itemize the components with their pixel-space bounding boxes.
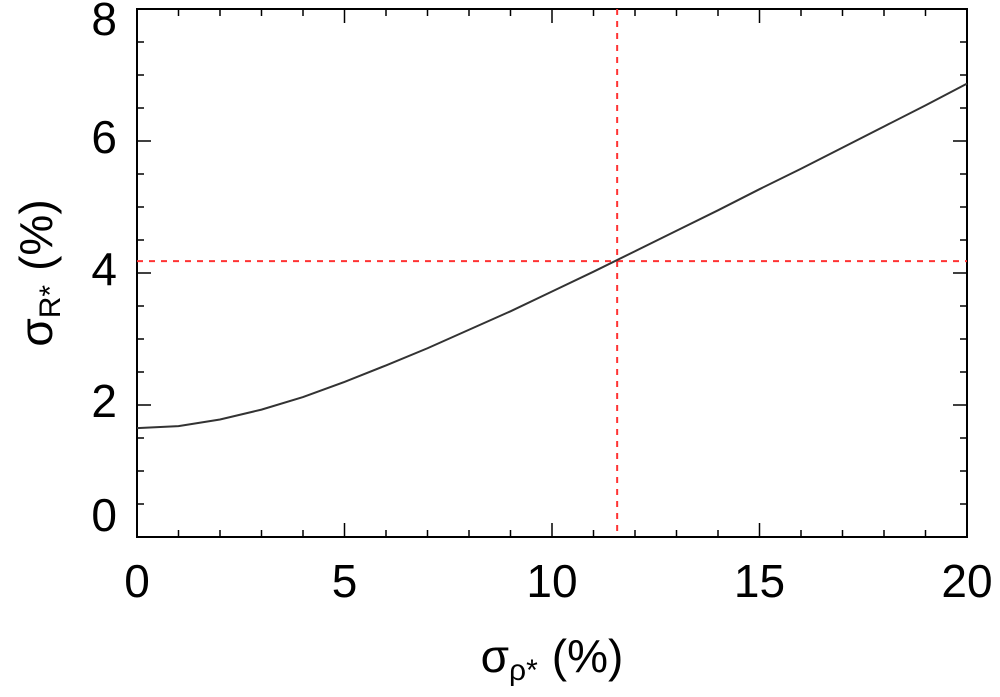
y-tick-label: 2 (91, 375, 117, 427)
y-label-subscript: R* (34, 285, 67, 319)
y-tick-label: 0 (91, 489, 117, 541)
x-tick-label: 10 (526, 555, 577, 607)
y-tick-label: 8 (91, 0, 117, 45)
y-tick-label: 6 (91, 111, 117, 163)
plot-frame (136, 8, 968, 538)
y-label-symbol: σ (10, 318, 62, 346)
x-tick-label: 5 (332, 555, 358, 607)
x-label-subscript: ρ* (509, 654, 538, 687)
x-label-symbol: σ (481, 630, 509, 682)
x-tick-label: 20 (941, 555, 992, 607)
y-label-unit: (%) (10, 199, 62, 271)
x-axis-label: σρ* (%) (481, 630, 624, 687)
y-tick-label: 4 (91, 243, 117, 295)
y-axis-label: σR* (%) (10, 199, 67, 346)
x-tick-label: 0 (124, 555, 150, 607)
x-label-unit: (%) (552, 630, 624, 682)
x-tick-label: 15 (734, 555, 785, 607)
data-line (136, 82, 968, 430)
